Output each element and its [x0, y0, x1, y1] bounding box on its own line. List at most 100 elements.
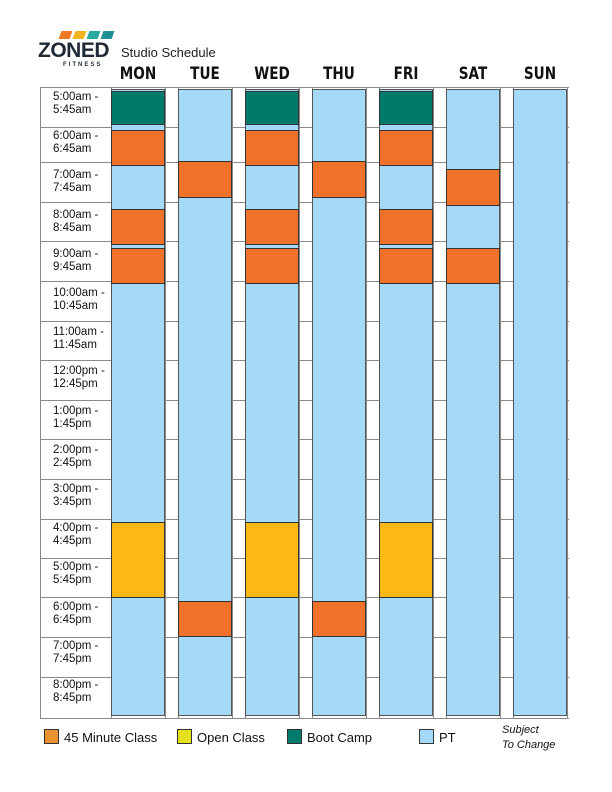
time-slot-label: 5:00pm -5:45pm	[53, 561, 111, 587]
time-slot-start: 8:00am -	[53, 208, 99, 221]
legend-label-boot-camp: Boot Camp	[307, 730, 373, 745]
class-block-class45-fri	[379, 247, 433, 284]
legend-swatch-45-minute-class	[44, 729, 59, 744]
time-slot-label: 4:00pm -4:45pm	[53, 522, 111, 548]
class-block-class45-tue	[178, 600, 232, 637]
class-block-open-mon	[111, 522, 165, 598]
time-slot-end: 6:45pm	[53, 613, 92, 626]
time-slot-label: 6:00pm -6:45pm	[53, 601, 111, 627]
time-slot-start: 3:00pm -	[53, 483, 99, 495]
time-slot-label: 3:00pm -3:45pm	[53, 483, 111, 509]
class-block-boot-fri	[379, 91, 433, 126]
day-header-mon: MON	[119, 64, 157, 84]
grid-row-divider	[40, 439, 569, 440]
time-slot-start: 7:00am -	[53, 169, 99, 182]
time-slot-end: 5:45am	[53, 104, 92, 116]
logo-stripe-3	[86, 31, 101, 39]
time-slot-end: 4:45pm	[53, 535, 92, 548]
class-block-class45-thu	[312, 161, 366, 198]
grid-row-divider	[40, 479, 569, 480]
legend-swatch-pt	[419, 729, 434, 744]
time-slot-label: 1:00pm -1:45pm	[53, 405, 111, 431]
grid-column-divider	[232, 87, 233, 718]
logo-stripe-2	[72, 31, 87, 39]
time-slot-start: 10:00am -	[53, 287, 105, 299]
time-slot-end: 3:45pm	[53, 496, 92, 508]
note-line-1: Subject	[502, 724, 539, 736]
time-slot-end: 8:45am	[53, 221, 92, 234]
day-header-sun: SUN	[523, 64, 557, 84]
class-block-class45-wed	[245, 130, 299, 167]
day-header-tue: TUE	[190, 64, 220, 84]
class-block-class45-thu	[312, 600, 366, 637]
class-block-boot-wed	[245, 91, 299, 126]
time-slot-label: 12:00pm -12:45pm	[53, 365, 111, 391]
grid-row-divider	[40, 281, 569, 282]
day-header-thu: THU	[323, 64, 355, 84]
grid-row-divider	[40, 677, 569, 678]
grid-row-divider	[40, 202, 569, 203]
time-slot-end: 8:45pm	[53, 692, 92, 704]
time-slot-label: 8:00pm -8:45pm	[53, 679, 111, 705]
grid-row-divider	[40, 127, 569, 128]
time-slot-label: 5:00am -5:45am	[53, 91, 111, 117]
legend-swatch-boot-camp	[287, 729, 302, 744]
grid-column-divider	[165, 87, 166, 718]
logo-subtitle: FITNESS	[63, 62, 103, 68]
grid-row-divider	[40, 162, 569, 163]
time-slot-start: 5:00am -	[53, 91, 99, 103]
grid-row-divider	[40, 241, 569, 242]
grid-row-divider	[40, 87, 569, 88]
class-block-class45-mon	[111, 208, 165, 245]
class-block-open-wed	[245, 522, 299, 598]
time-slot-start: 4:00pm -	[53, 522, 99, 535]
grid-row-divider	[40, 400, 569, 401]
page-title: Studio Schedule	[121, 45, 216, 60]
time-slot-end: 10:45am	[53, 300, 98, 312]
grid-column-divider	[567, 87, 568, 718]
time-slot-end: 5:45pm	[53, 574, 92, 587]
pt-column-wed	[245, 89, 299, 716]
logo-stripe-1	[58, 31, 73, 39]
grid-row-divider	[40, 637, 569, 638]
time-slot-end: 1:45pm	[53, 417, 92, 430]
time-slot-end: 7:45pm	[53, 652, 92, 665]
day-header-wed: WED	[254, 64, 290, 84]
grid-row-divider	[40, 718, 569, 719]
grid-column-divider	[433, 87, 434, 718]
class-block-open-fri	[379, 522, 433, 598]
pt-column-fri	[379, 89, 433, 716]
grid-column-divider	[299, 87, 300, 718]
logo-stripe-4	[100, 31, 115, 39]
time-slot-label: 11:00am -11:45am	[53, 326, 111, 352]
grid-row-divider	[40, 360, 569, 361]
time-slot-end: 6:45am	[53, 143, 92, 156]
day-header-fri: FRI	[393, 64, 419, 84]
class-block-class45-sat	[446, 247, 500, 284]
class-block-class45-sat	[446, 169, 500, 206]
legend-swatch-open-class	[177, 729, 192, 744]
legend-label-open-class: Open Class	[197, 730, 265, 745]
class-block-boot-mon	[111, 91, 165, 126]
grid-row-divider	[40, 519, 569, 520]
time-slot-start: 11:00am -	[53, 326, 104, 339]
time-slot-start: 2:00pm -	[53, 443, 99, 456]
time-slot-end: 11:45am	[53, 339, 97, 352]
time-slot-label: 6:00am -6:45am	[53, 130, 111, 156]
class-block-class45-mon	[111, 247, 165, 284]
class-block-class45-fri	[379, 130, 433, 167]
grid-column-divider	[500, 87, 501, 718]
grid-column-divider	[366, 87, 367, 718]
time-slot-label: 7:00pm -7:45pm	[53, 640, 111, 666]
grid-row-divider	[40, 321, 569, 322]
zoned-fitness-logo: ZONED FITNESS	[38, 31, 118, 71]
time-slot-label: 7:00am -7:45am	[53, 169, 111, 195]
pt-column-mon	[111, 89, 165, 716]
logo-wordmark: ZONED	[38, 39, 110, 62]
time-slot-start: 1:00pm -	[53, 404, 99, 417]
grid-row-divider	[40, 597, 569, 598]
time-slot-start: 9:00am -	[53, 247, 99, 260]
time-slot-start: 12:00pm -	[53, 365, 105, 378]
time-slot-end: 9:45am	[53, 260, 92, 273]
class-block-class45-wed	[245, 208, 299, 245]
